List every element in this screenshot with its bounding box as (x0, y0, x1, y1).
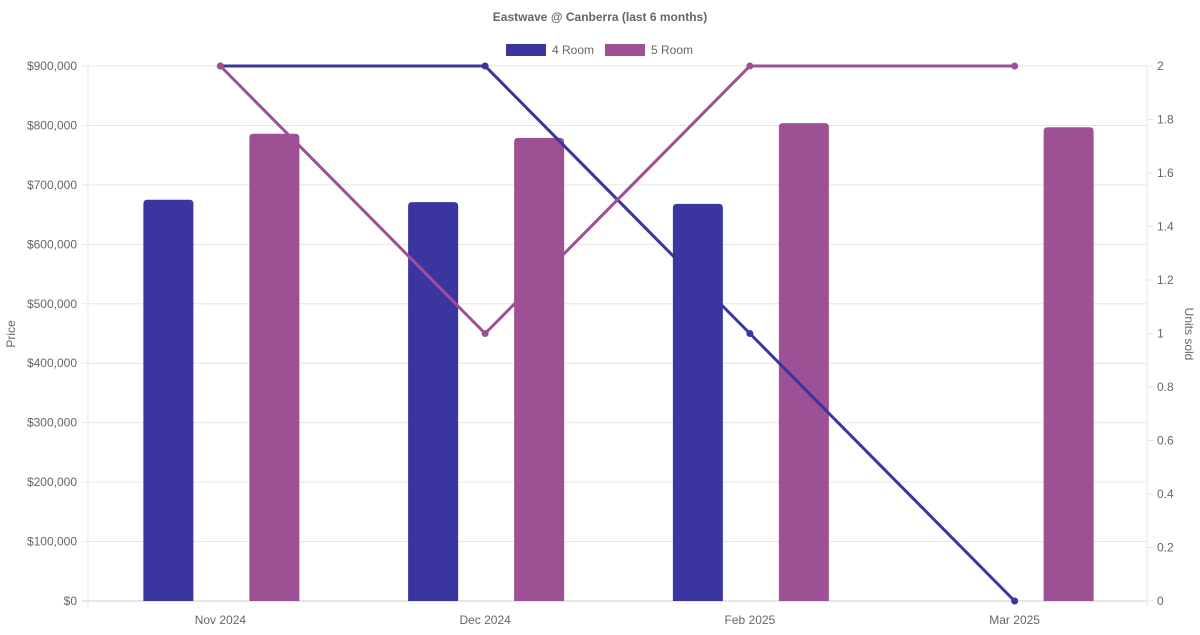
y2-tick-label: 2 (1157, 59, 1164, 73)
y-tick-label: $800,000 (27, 118, 77, 132)
x-tick-label: Dec 2024 (459, 613, 511, 627)
y-tick-label: $100,000 (27, 535, 77, 549)
y2-tick-label: 1.8 (1157, 113, 1174, 127)
x-tick-label: Mar 2025 (989, 613, 1040, 627)
legend-swatch-5-room (605, 44, 645, 56)
line-point[interactable] (746, 62, 754, 70)
y2-tick-label: 1.6 (1157, 166, 1174, 180)
legend-label-5-room: 5 Room (651, 43, 693, 57)
line-point[interactable] (746, 330, 754, 337)
bar-5-room[interactable] (514, 137, 565, 601)
line-point[interactable] (481, 62, 489, 70)
legend-item-4-room[interactable]: 4 Room (506, 43, 594, 57)
y2-axis-label: Units sold (1182, 308, 1196, 361)
x-tick-label: Feb 2025 (725, 613, 776, 627)
bar-4-room[interactable] (672, 203, 723, 601)
line-point[interactable] (1011, 597, 1019, 605)
chart-title: Eastwave @ Canberra (last 6 months) (493, 10, 707, 24)
legend-swatch-4-room (506, 44, 546, 56)
legend: 4 Room 5 Room (506, 43, 693, 57)
y-tick-label: $600,000 (27, 237, 77, 251)
y2-tick-label: 0.6 (1157, 434, 1174, 448)
y-axis-label: Price (4, 320, 18, 348)
line-5-room (219, 64, 1015, 336)
y-tick-label: $700,000 (27, 178, 77, 192)
y-tick-label: $500,000 (27, 297, 77, 311)
y-tick-label: $400,000 (27, 356, 77, 370)
y2-tick-label: 1 (1157, 327, 1164, 341)
legend-item-5-room[interactable]: 5 Room (605, 43, 693, 57)
y2-tick-label: 1.2 (1157, 273, 1174, 287)
bar-4-room[interactable] (143, 199, 194, 601)
y2-tick-label: 0.4 (1157, 487, 1174, 501)
bar-4-room[interactable] (408, 202, 459, 601)
line-point[interactable] (1011, 62, 1019, 70)
legend-label-4-room: 4 Room (552, 43, 594, 57)
y2-tick-label: 0.2 (1157, 541, 1174, 555)
line-point[interactable] (481, 330, 489, 337)
y-tick-label: $200,000 (27, 475, 77, 489)
line-point[interactable] (216, 62, 224, 70)
y-tick-label: $0 (64, 594, 78, 608)
bar-5-room[interactable] (778, 123, 829, 602)
bar-5-room[interactable] (1043, 127, 1094, 601)
y-tick-label: $900,000 (27, 59, 77, 73)
y2-tick-label: 1.4 (1157, 220, 1174, 234)
bar-5-room[interactable] (249, 133, 300, 601)
y2-tick-label: 0.8 (1157, 380, 1174, 394)
line-4-room (220, 64, 1016, 603)
y2-tick-label: 0 (1157, 594, 1164, 608)
y-tick-label: $300,000 (27, 416, 77, 430)
x-tick-label: Nov 2024 (195, 613, 247, 627)
